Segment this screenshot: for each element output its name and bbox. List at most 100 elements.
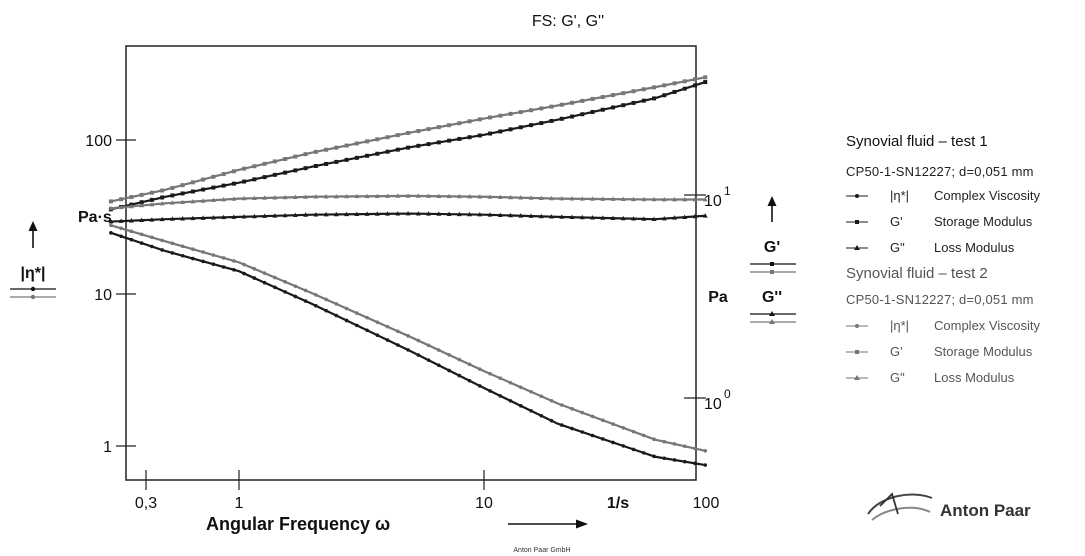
series-point-4	[333, 211, 339, 217]
series-point-1	[180, 244, 185, 249]
series-point-1	[549, 398, 554, 403]
series-point-2	[529, 123, 534, 128]
series-point-3	[303, 152, 308, 157]
series-point-1	[652, 437, 656, 442]
series-point-2	[436, 140, 441, 145]
series-point-5	[610, 196, 616, 201]
series-point-5	[641, 196, 647, 202]
legend-description: Storage Modulus	[934, 344, 1033, 359]
series-point-3	[467, 119, 472, 124]
series-point-4	[456, 211, 462, 217]
series-point-5	[549, 195, 554, 201]
series-point-4	[702, 213, 708, 218]
right-tick-label: 10	[704, 193, 722, 210]
series-point-5	[528, 195, 534, 200]
legend-symbol: G"	[890, 370, 905, 385]
series-point-2	[344, 157, 349, 162]
series-point-5	[303, 194, 308, 199]
series-point-4	[569, 214, 575, 220]
series-point-3	[119, 197, 124, 202]
series-point-3	[252, 164, 257, 169]
series-point-4	[251, 213, 257, 219]
legend-heading-test1: Synovial fluid – test 1	[846, 133, 988, 150]
series-point-5	[262, 195, 268, 200]
x-tick-label: 100	[693, 495, 720, 512]
series-point-3	[365, 139, 370, 144]
gprime-marker-test2	[770, 270, 774, 274]
series-point-0	[590, 433, 595, 438]
series-point-1	[242, 262, 246, 267]
series-point-0	[129, 237, 134, 242]
series-point-4	[313, 212, 319, 217]
series-point-4	[385, 211, 390, 216]
series-point-1	[631, 429, 636, 434]
series-point-3	[529, 108, 534, 113]
series-point-0	[478, 384, 482, 388]
series-point-0	[334, 313, 339, 318]
series-point-2	[242, 179, 247, 184]
series-point-5	[108, 205, 114, 211]
left-tick-label: 1	[103, 439, 112, 456]
series-point-3	[221, 172, 226, 177]
right-axis-arrowhead	[767, 196, 777, 206]
series-point-2	[190, 189, 195, 194]
series-point-2	[293, 168, 298, 173]
series-point-0	[283, 290, 287, 294]
series-point-2	[611, 105, 616, 110]
series-point-4	[497, 212, 503, 217]
series-point-3	[201, 177, 206, 182]
series-point-3	[160, 188, 165, 193]
series-point-3	[631, 89, 636, 94]
logo-swoosh-icon	[871, 506, 931, 521]
series-line-5	[110, 194, 706, 210]
series-point-3	[426, 127, 431, 132]
series-point-0	[539, 413, 544, 418]
series-point-0	[426, 358, 431, 362]
series-point-5	[405, 193, 411, 198]
series-point-1	[252, 267, 257, 271]
series-point-5	[395, 193, 401, 198]
series-point-0	[641, 451, 646, 455]
series-point-0	[396, 343, 400, 347]
right-axis: 10 1 10 0 G' Pa G''	[684, 184, 796, 413]
series-point-1	[324, 297, 328, 302]
x-axis-unit: 1/s	[607, 495, 629, 512]
series-point-3	[262, 161, 267, 166]
series-point-3	[129, 195, 134, 200]
series-point-3	[385, 135, 390, 140]
series-point-1	[662, 439, 667, 444]
right-tick-exponent: 0	[724, 387, 731, 401]
series-point-3	[641, 87, 646, 92]
series-point-1	[150, 235, 154, 240]
series-line-3	[110, 76, 706, 203]
legend-symbol: G"	[890, 240, 905, 255]
series-point-3	[611, 93, 616, 98]
series-point-1	[426, 343, 431, 348]
legend-marker-square	[855, 350, 859, 354]
series-point-2	[385, 149, 390, 154]
series-point-2	[672, 89, 677, 94]
series-point-5	[415, 193, 421, 198]
legend-marker-circle	[855, 324, 859, 328]
series-point-5	[323, 194, 329, 199]
series-point-1	[590, 414, 595, 419]
series-point-1	[221, 256, 226, 260]
series-point-4	[477, 212, 483, 217]
series-point-4	[600, 215, 606, 220]
series-point-0	[621, 444, 626, 448]
legend-description: Loss Modulus	[934, 370, 1015, 385]
series-point-5	[272, 195, 278, 200]
series-point-2	[498, 129, 503, 134]
series-point-2	[600, 107, 605, 112]
series-point-2	[518, 125, 523, 130]
series-point-1	[693, 446, 697, 451]
series-point-2	[231, 181, 236, 186]
series-point-0	[693, 461, 697, 466]
series-point-1	[416, 338, 421, 343]
series-point-4	[303, 212, 308, 217]
series-point-3	[570, 100, 575, 105]
series-point-3	[508, 111, 513, 116]
left-axis-arrowhead	[28, 221, 38, 231]
series-point-1	[262, 271, 267, 275]
series-point-1	[396, 329, 400, 334]
